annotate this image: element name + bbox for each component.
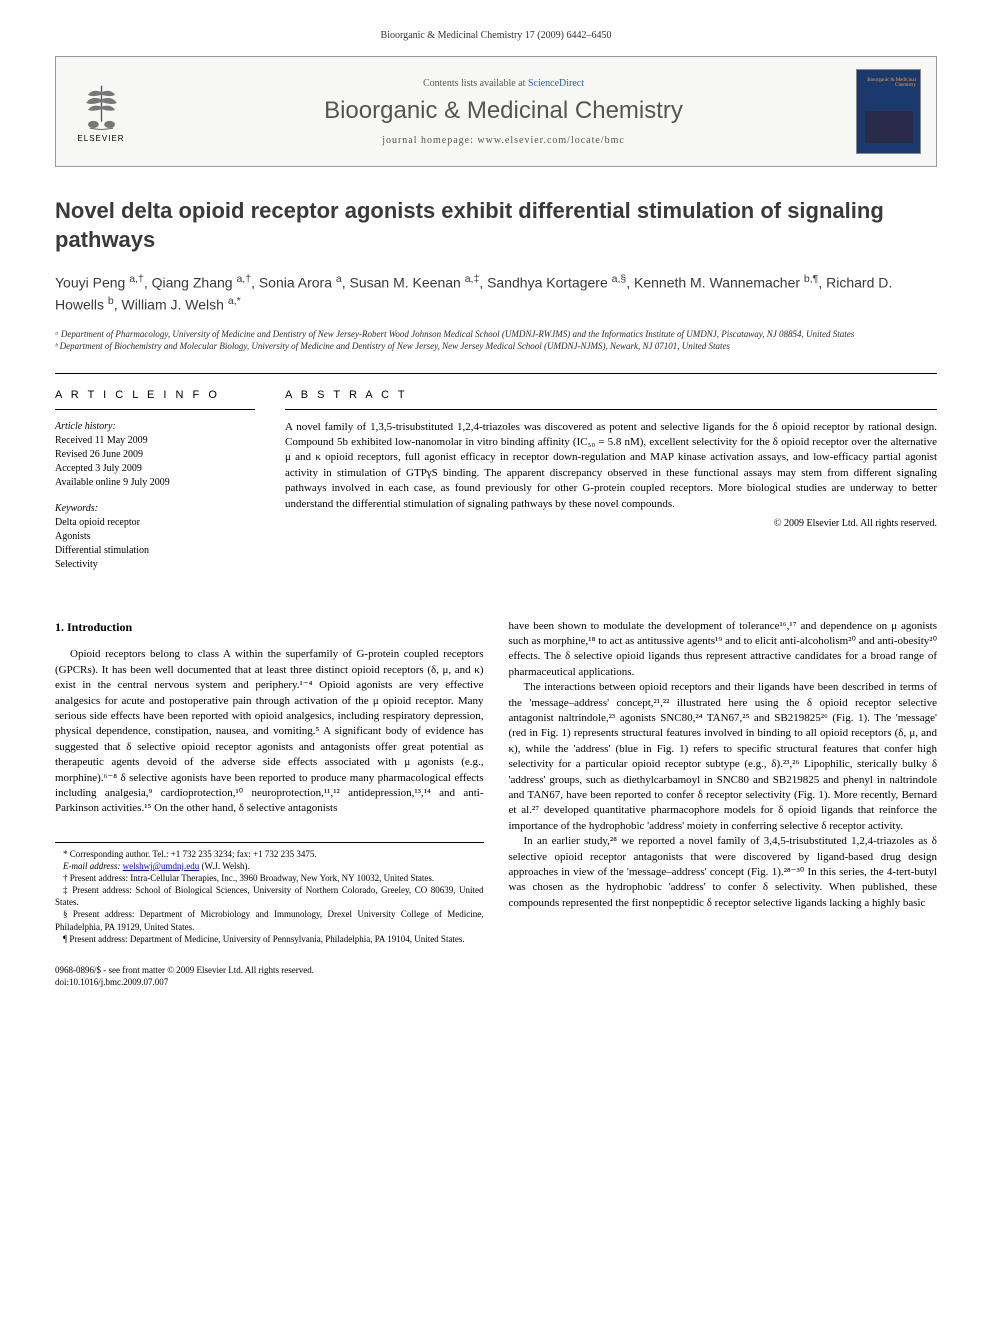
footer-front-matter: 0968-0896/$ - see front matter © 2009 El… — [55, 965, 937, 977]
history-title: Article history: — [55, 420, 255, 434]
journal-name: Bioorganic & Medicinal Chemistry — [151, 97, 856, 125]
keywords-title: Keywords: — [55, 502, 255, 516]
section-1-heading: 1. Introduction — [55, 619, 484, 636]
present-address-3: § Present address: Department of Microbi… — [55, 908, 484, 932]
article-info-column: A R T I C L E I N F O Article history: R… — [55, 389, 255, 584]
intro-para-3: In an earlier study,²⁸ we reported a nov… — [509, 834, 938, 911]
contents-available-line: Contents lists available at ScienceDirec… — [151, 78, 856, 89]
history-online: Available online 9 July 2009 — [55, 476, 255, 490]
article-title: Novel delta opioid receptor agonists exh… — [55, 197, 937, 254]
abstract-copyright: © 2009 Elsevier Ltd. All rights reserved… — [285, 518, 937, 529]
history-received: Received 11 May 2009 — [55, 434, 255, 448]
authors-list: Youyi Peng a,†, Qiang Zhang a,†, Sonia A… — [55, 272, 937, 315]
email-link[interactable]: welshwj@umdnj.edu — [123, 861, 200, 871]
affiliation-b: ᵇ Department of Biochemistry and Molecul… — [55, 340, 937, 353]
body-right-column: have been shown to modulate the developm… — [509, 619, 938, 945]
email-label: E-mail address: — [63, 861, 120, 871]
affiliation-a: ᵃ Department of Pharmacology, University… — [55, 328, 937, 341]
elsevier-tree-icon — [79, 81, 124, 131]
abstract-column: A B S T R A C T A novel family of 1,3,5-… — [285, 389, 937, 584]
abstract-heading: A B S T R A C T — [285, 389, 937, 410]
intro-para-1-cont: have been shown to modulate the developm… — [509, 619, 938, 681]
cover-image-icon — [865, 111, 913, 143]
history-accepted: Accepted 3 July 2009 — [55, 462, 255, 476]
sciencedirect-link[interactable]: ScienceDirect — [528, 78, 584, 89]
footnotes-block: * Corresponding author. Tel.: +1 732 235… — [55, 842, 484, 945]
present-address-1: † Present address: Intra-Cellular Therap… — [55, 872, 484, 884]
present-address-2: ‡ Present address: School of Biological … — [55, 884, 484, 908]
page-footer: 0968-0896/$ - see front matter © 2009 El… — [55, 965, 937, 988]
history-revised: Revised 26 June 2009 — [55, 448, 255, 462]
journal-banner: ELSEVIER Contents lists available at Sci… — [55, 56, 937, 167]
footer-doi: doi:10.1016/j.bmc.2009.07.007 — [55, 977, 937, 989]
keyword-2: Agonists — [55, 530, 255, 544]
running-header: Bioorganic & Medicinal Chemistry 17 (200… — [55, 30, 937, 41]
cover-title-text: Bioorganic & Medicinal Chemistry — [857, 78, 916, 88]
keyword-3: Differential stimulation — [55, 544, 255, 558]
affiliations: ᵃ Department of Pharmacology, University… — [55, 328, 937, 353]
keyword-1: Delta opioid receptor — [55, 516, 255, 530]
info-abstract-row: A R T I C L E I N F O Article history: R… — [55, 373, 937, 584]
citation-text: Bioorganic & Medicinal Chemistry 17 (200… — [381, 30, 612, 41]
email-line: E-mail address: welshwj@umdnj.edu (W.J. … — [55, 860, 484, 872]
keyword-4: Selectivity — [55, 558, 255, 572]
present-address-4: ¶ Present address: Department of Medicin… — [55, 933, 484, 945]
journal-homepage: journal homepage: www.elsevier.com/locat… — [151, 135, 856, 146]
elsevier-logo: ELSEVIER — [71, 77, 131, 147]
abstract-text: A novel family of 1,3,5-trisubstituted 1… — [285, 420, 937, 512]
banner-center: Contents lists available at ScienceDirec… — [151, 78, 856, 146]
article-history-block: Article history: Received 11 May 2009 Re… — [55, 420, 255, 490]
body-two-column: 1. Introduction Opioid receptors belong … — [55, 619, 937, 945]
contents-prefix: Contents lists available at — [423, 78, 528, 89]
elsevier-name: ELSEVIER — [77, 134, 124, 143]
journal-cover-thumbnail: Bioorganic & Medicinal Chemistry — [856, 69, 921, 154]
keywords-block: Keywords: Delta opioid receptor Agonists… — [55, 502, 255, 572]
intro-para-2: The interactions between opioid receptor… — [509, 680, 938, 834]
email-suffix: (W.J. Welsh). — [201, 861, 249, 871]
body-left-column: 1. Introduction Opioid receptors belong … — [55, 619, 484, 945]
article-info-heading: A R T I C L E I N F O — [55, 389, 255, 410]
corresponding-author: * Corresponding author. Tel.: +1 732 235… — [55, 848, 484, 860]
intro-para-1: Opioid receptors belong to class A withi… — [55, 647, 484, 816]
